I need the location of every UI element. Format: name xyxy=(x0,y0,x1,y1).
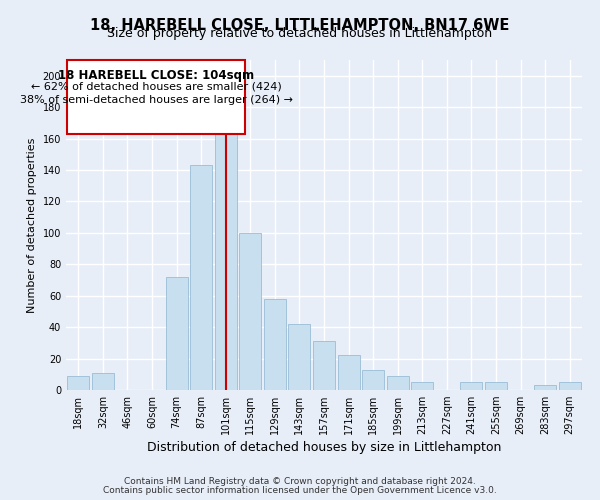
Bar xyxy=(215,126,237,390)
Text: 18 HAREBELL CLOSE: 104sqm: 18 HAREBELL CLOSE: 104sqm xyxy=(58,70,254,82)
Bar xyxy=(338,356,359,390)
Bar xyxy=(264,299,286,390)
Text: Contains public sector information licensed under the Open Government Licence v3: Contains public sector information licen… xyxy=(103,486,497,495)
Text: 38% of semi-detached houses are larger (264) →: 38% of semi-detached houses are larger (… xyxy=(20,94,293,104)
Text: 18, HAREBELL CLOSE, LITTLEHAMPTON, BN17 6WE: 18, HAREBELL CLOSE, LITTLEHAMPTON, BN17 … xyxy=(91,18,509,32)
Bar xyxy=(559,382,581,390)
Bar xyxy=(92,372,114,390)
X-axis label: Distribution of detached houses by size in Littlehampton: Distribution of detached houses by size … xyxy=(147,442,501,454)
Bar xyxy=(411,382,433,390)
Text: Contains HM Land Registry data © Crown copyright and database right 2024.: Contains HM Land Registry data © Crown c… xyxy=(124,477,476,486)
Bar xyxy=(386,376,409,390)
Bar xyxy=(239,233,262,390)
Bar xyxy=(485,382,507,390)
Bar xyxy=(289,324,310,390)
Bar xyxy=(460,382,482,390)
Bar xyxy=(313,342,335,390)
Bar xyxy=(362,370,384,390)
Text: Size of property relative to detached houses in Littlehampton: Size of property relative to detached ho… xyxy=(107,28,493,40)
Bar xyxy=(534,386,556,390)
Text: ← 62% of detached houses are smaller (424): ← 62% of detached houses are smaller (42… xyxy=(31,82,281,92)
Y-axis label: Number of detached properties: Number of detached properties xyxy=(27,138,37,312)
Bar xyxy=(190,166,212,390)
Bar xyxy=(166,277,188,390)
FancyBboxPatch shape xyxy=(67,60,245,134)
Bar xyxy=(67,376,89,390)
